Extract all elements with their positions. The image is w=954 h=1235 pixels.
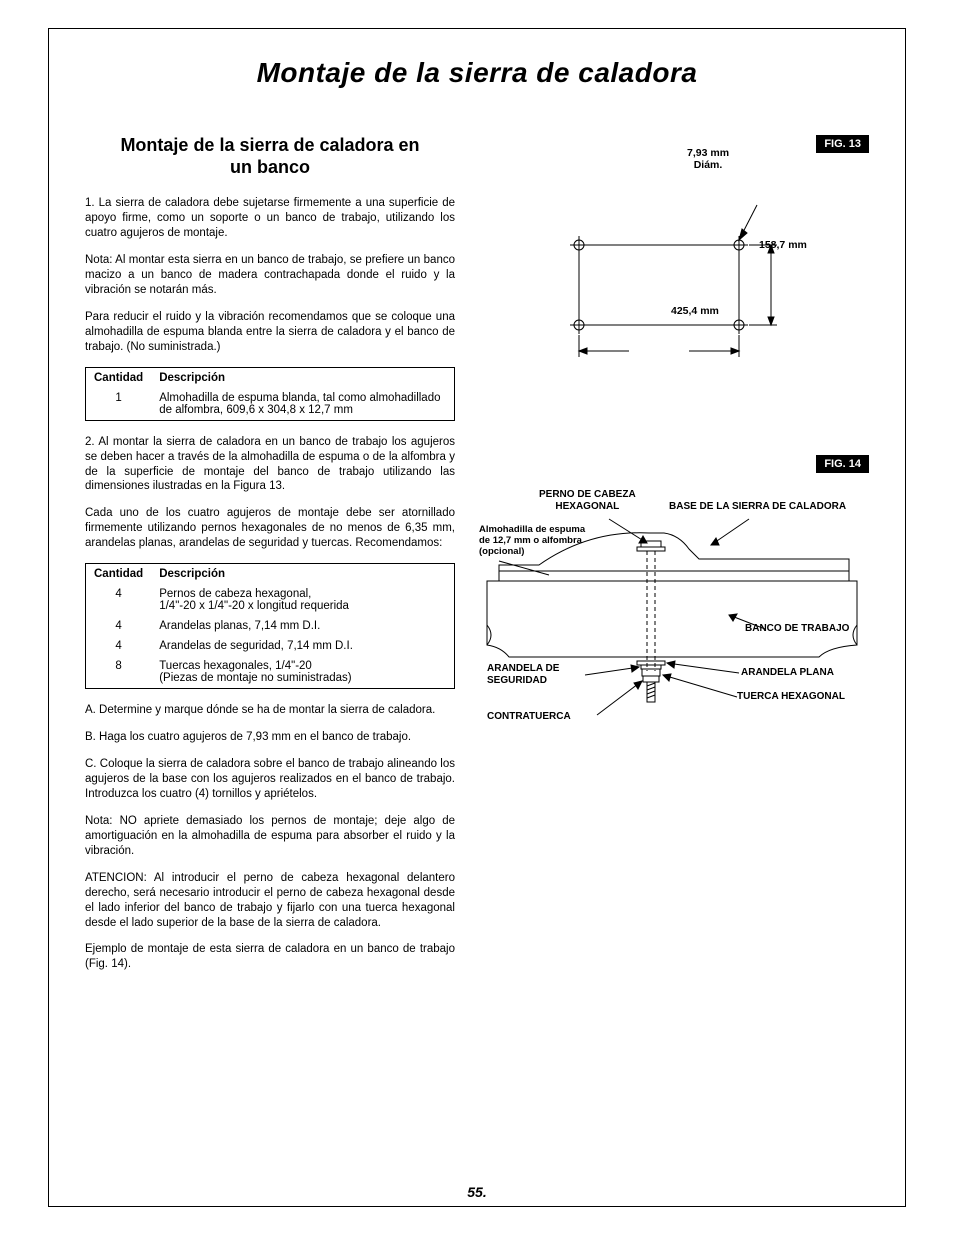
table-row: 8 Tuercas hexagonales, 1/4"-20 (Piezas d… <box>86 656 455 689</box>
fig14-label-jamnut: CONTRATUERCA <box>487 711 571 723</box>
table2-header-qty: Cantidad <box>86 564 152 585</box>
page-title: Montaje de la sierra de caladora <box>85 57 869 89</box>
fig14-label-base: BASE DE LA SIERRA DE CALADORA <box>669 501 846 513</box>
para-B: B. Haga los cuatro agujeros de 7,93 mm e… <box>85 730 455 745</box>
para-A: A. Determine y marque dónde se ha de mon… <box>85 703 455 718</box>
fig14-label-hexnut: TUERCA HEXAGONAL <box>737 691 845 703</box>
materials-table-2: Cantidad Descripción 4 Pernos de cabeza … <box>85 563 455 689</box>
table-row: 4 Pernos de cabeza hexagonal, 1/4"-20 x … <box>86 584 455 616</box>
fig14-label-pad: Almohadilla de espuma de 12,7 mm o alfom… <box>479 525 585 558</box>
fig13-diam-label: 7,93 mm Diám. <box>687 147 729 171</box>
table2-header-desc: Descripción <box>151 564 454 585</box>
para-3: Para reducir el ruido y la vibración rec… <box>85 310 455 355</box>
fig14-label-bench: BANCO DE TRABAJO <box>745 623 849 635</box>
fig13-width-label: 425,4 mm <box>671 305 719 317</box>
para-attention: ATENCION: Al introducir el perno de cabe… <box>85 871 455 931</box>
figure-13: FIG. 13 <box>479 135 869 415</box>
page-number: 55. <box>49 1184 905 1200</box>
para-5: Cada uno de los cuatro agujeros de monta… <box>85 506 455 551</box>
fig14-label-bolt: PERNO DE CABEZA HEXAGONAL <box>539 489 636 512</box>
para-1: 1. La sierra de caladora debe sujetarse … <box>85 196 455 241</box>
right-column: FIG. 13 <box>479 135 869 984</box>
para-example: Ejemplo de montaje de esta sierra de cal… <box>85 942 455 972</box>
para-note2: Nota: NO apriete demasiado los pernos de… <box>85 814 455 859</box>
para-4: 2. Al montar la sierra de caladora en un… <box>85 435 455 495</box>
page-frame: Montaje de la sierra de caladora Montaje… <box>48 28 906 1207</box>
columns: Montaje de la sierra de caladora en un b… <box>85 135 869 984</box>
figure-14: FIG. 14 <box>479 455 869 835</box>
table1-r0-qty: 1 <box>86 388 152 421</box>
fig14-label-lockwasher: ARANDELA DE SEGURIDAD <box>487 663 559 686</box>
table1-r0-desc: Almohadilla de espuma blanda, tal como a… <box>151 388 454 421</box>
table-row: 1 Almohadilla de espuma blanda, tal como… <box>86 388 455 421</box>
left-column: Montaje de la sierra de caladora en un b… <box>85 135 455 984</box>
fig13-diagram <box>509 175 869 405</box>
table-row: 4 Arandelas de seguridad, 7,14 mm D.I. <box>86 636 455 656</box>
table1-header-desc: Descripción <box>151 367 454 388</box>
fig13-badge: FIG. 13 <box>816 135 869 153</box>
para-2: Nota: Al montar esta sierra en un banco … <box>85 253 455 298</box>
table1-header-qty: Cantidad <box>86 367 152 388</box>
fig13-height-label: 158,7 mm <box>759 239 807 251</box>
materials-table-1: Cantidad Descripción 1 Almohadilla de es… <box>85 367 455 421</box>
fig14-badge: FIG. 14 <box>816 455 869 473</box>
fig14-label-flatwasher: ARANDELA PLANA <box>741 667 834 679</box>
para-C: C. Coloque la sierra de caladora sobre e… <box>85 757 455 802</box>
section-title: Montaje de la sierra de caladora en un b… <box>85 135 455 178</box>
table-row: 4 Arandelas planas, 7,14 mm D.I. <box>86 616 455 636</box>
